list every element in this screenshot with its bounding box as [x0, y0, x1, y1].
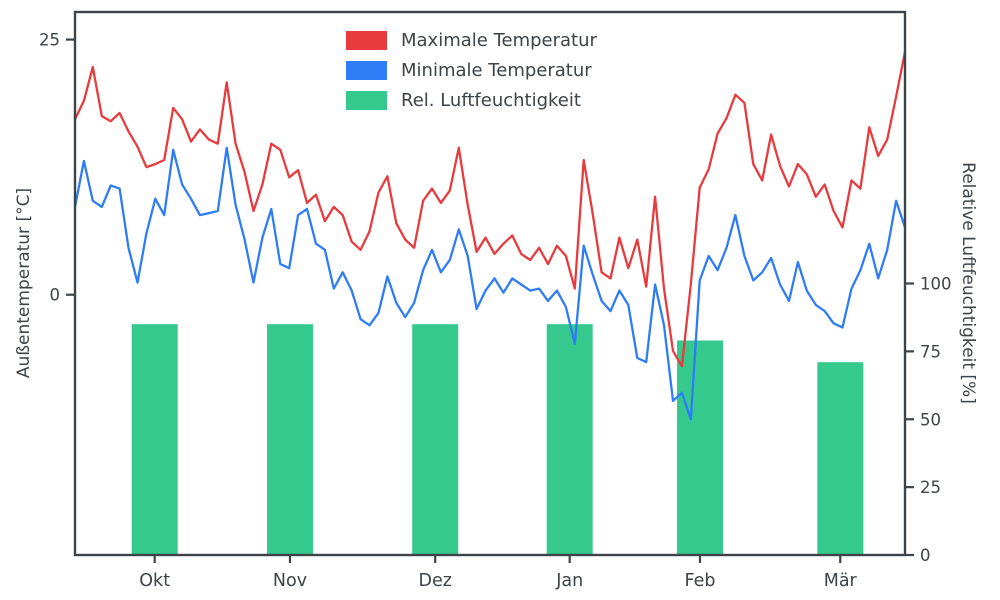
right-tick-label: 25: [920, 478, 941, 497]
left-tick-label: 0: [50, 286, 61, 305]
right-axis-title: Relative Luftfeuchtigkeit [%]: [958, 162, 978, 404]
humidity-swatch-icon: [346, 91, 387, 110]
humidity-bar-okt: [131, 324, 178, 555]
humidity-bar-feb: [677, 340, 723, 555]
min-temperature-line: [73, 146, 907, 421]
x-tick-label-nov: Nov: [273, 571, 307, 591]
right-tick-label: 0: [920, 546, 931, 565]
humidity-bar-jan: [546, 324, 593, 555]
right-tick-label: 50: [920, 410, 941, 429]
humidity-bar-nov: [267, 324, 313, 555]
max-temp-swatch-icon: [346, 31, 387, 50]
legend-item-minimale-temperatur: Minimale Temperatur: [346, 60, 597, 81]
legend-item-maximale-temperatur: Maximale Temperatur: [346, 30, 597, 51]
x-tick-label-okt: Okt: [139, 571, 170, 591]
legend-label: Rel. Luftfeuchtigkeit: [401, 90, 581, 111]
x-tick-label-feb: Feb: [684, 571, 715, 591]
left-tick-label: 25: [39, 31, 60, 50]
legend-item-rel-luftfeuchtigkeit: Rel. Luftfeuchtigkeit: [346, 90, 597, 111]
left-axis-title: Außentemperatur [°C]: [14, 187, 34, 379]
right-tick-label: 75: [920, 342, 941, 361]
x-tick-label-dez: Dez: [419, 571, 452, 591]
min-temp-swatch-icon: [346, 61, 387, 80]
max-temperature-line: [73, 50, 907, 368]
x-tick-label-mär: Mär: [824, 571, 858, 591]
right-tick-label: 100: [920, 275, 952, 294]
legend-label: Minimale Temperatur: [401, 60, 592, 81]
legend: Maximale Temperatur Minimale Temperatur …: [340, 28, 603, 113]
humidity-bar-mär: [817, 362, 864, 555]
humidity-bar-dez: [412, 324, 459, 555]
x-tick-label-jan: Jan: [555, 571, 583, 591]
legend-label: Maximale Temperatur: [401, 30, 597, 51]
